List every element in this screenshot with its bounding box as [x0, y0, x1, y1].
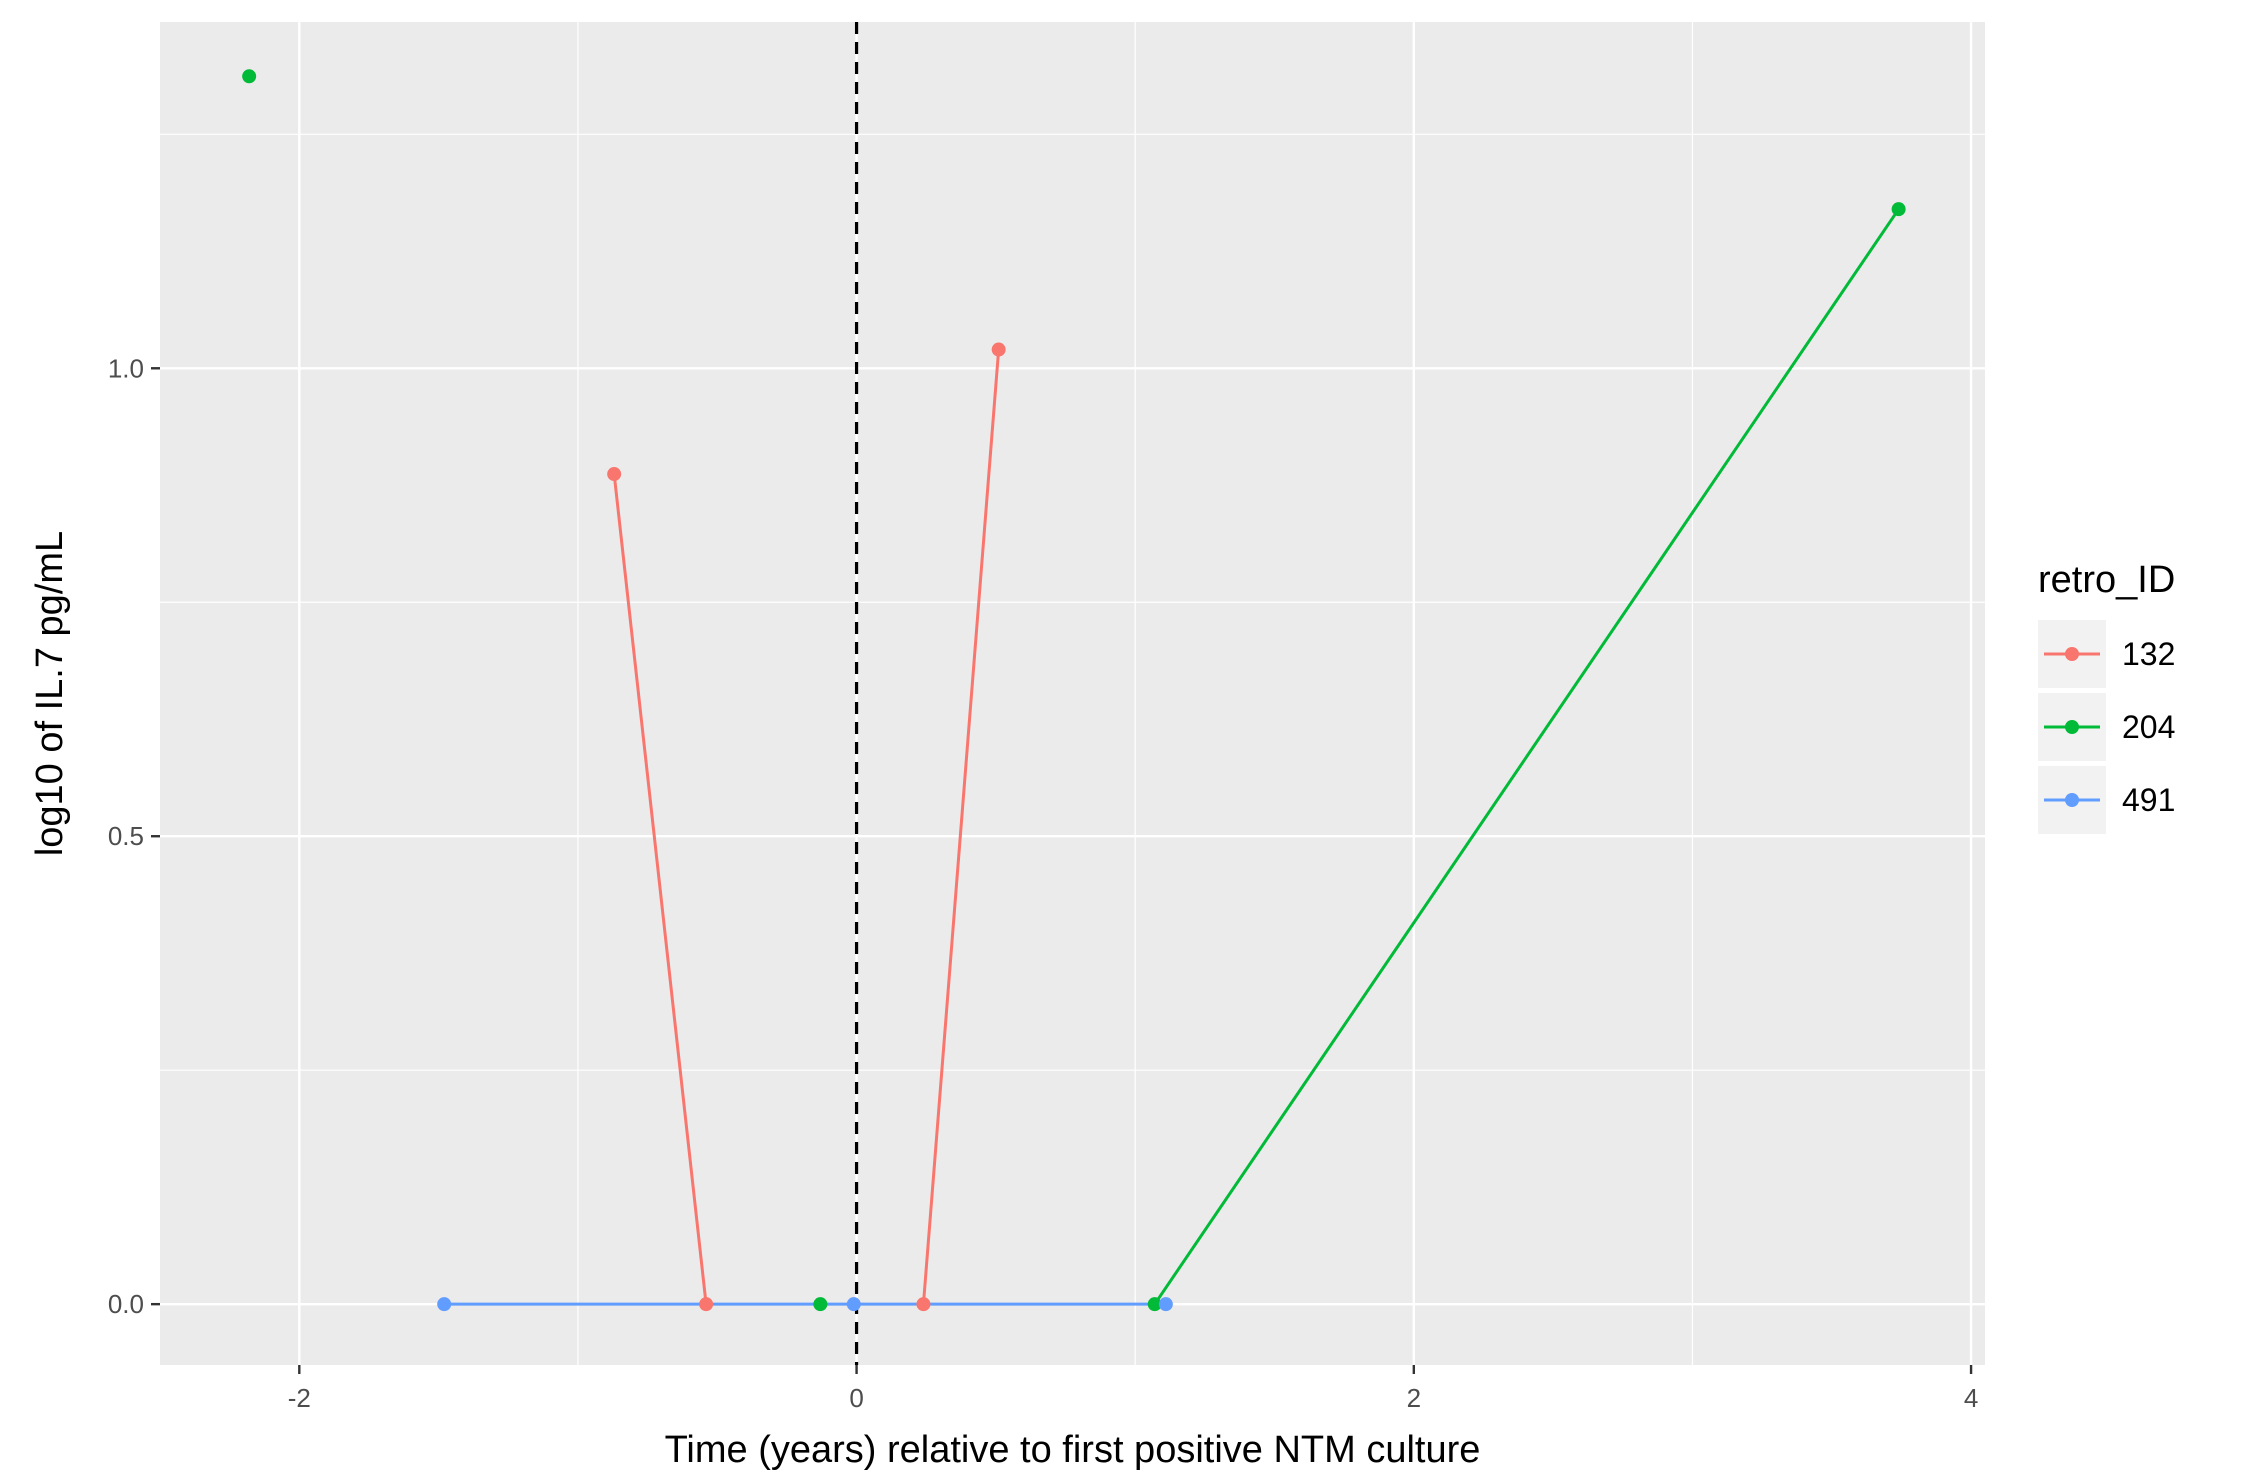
- legend-label-491: 491: [2122, 782, 2175, 818]
- data-point-491: [1158, 1297, 1173, 1312]
- data-point-132: [991, 342, 1006, 357]
- series-line-132: [921, 349, 1001, 1305]
- legend: retro_ID 132 204 491: [2038, 559, 2175, 834]
- legend-key-point: [2065, 793, 2079, 807]
- series-line-204: [1153, 208, 1900, 1306]
- y-tick-label: 1.0: [108, 353, 144, 383]
- x-tick-label: 0: [849, 1383, 863, 1413]
- data-point-132: [916, 1297, 931, 1312]
- y-axis: 0.0 0.5 1.0: [108, 353, 160, 1319]
- series-layer: [444, 208, 1900, 1306]
- data-point-204: [813, 1297, 828, 1312]
- legend-title: retro_ID: [2038, 559, 2175, 601]
- y-axis-title: log10 of IL.7 pg/mL: [29, 531, 71, 856]
- plot-panel: [160, 22, 1985, 1365]
- x-axis-title: Time (years) relative to first positive …: [665, 1429, 1481, 1471]
- data-point-491: [846, 1297, 861, 1312]
- data-point-204: [1147, 1297, 1162, 1312]
- series-line-132: [612, 473, 708, 1305]
- legend-label-204: 204: [2122, 709, 2175, 745]
- data-point-204: [242, 69, 257, 84]
- data-point-491: [437, 1297, 452, 1312]
- data-point-132: [607, 467, 622, 482]
- data-point-132: [699, 1297, 714, 1312]
- x-tick-label: -2: [288, 1383, 311, 1413]
- data-point-204: [1891, 202, 1906, 217]
- legend-key-point: [2065, 647, 2079, 661]
- legend-label-132: 132: [2122, 636, 2175, 672]
- x-tick-label: 4: [1964, 1383, 1978, 1413]
- x-tick-label: 2: [1407, 1383, 1421, 1413]
- y-tick-label: 0.5: [108, 821, 144, 851]
- y-tick-label: 0.0: [108, 1289, 144, 1319]
- grid-minor: [160, 22, 1985, 1365]
- legend-key-point: [2065, 720, 2079, 734]
- x-axis: -2 0 2 4: [288, 1365, 1978, 1413]
- points-layer: [242, 69, 1906, 1312]
